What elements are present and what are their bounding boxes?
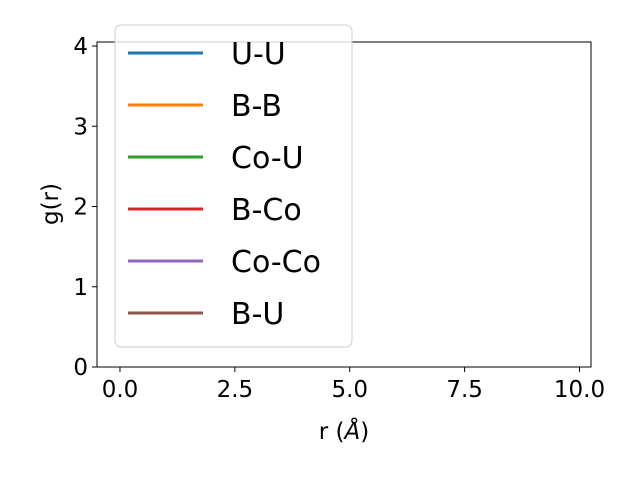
x-axis-unit: Å — [343, 417, 361, 445]
x-tick-label: 10.0 — [554, 377, 605, 403]
y-axis-label: g(r) — [38, 183, 64, 225]
x-tick-label: 2.5 — [217, 377, 254, 403]
legend-label-u-u: U-U — [231, 37, 286, 72]
x-tick-label: 5.0 — [331, 377, 368, 403]
x-tick-label: 0.0 — [102, 377, 139, 403]
legend-label-b-co: B-Co — [231, 193, 302, 228]
y-tick-label: 3 — [73, 114, 88, 140]
legend: U-U B-B Co-U B-Co Co-Co B-U — [114, 24, 353, 348]
y-tick-label: 4 — [73, 34, 88, 60]
y-tick-label: 0 — [73, 355, 88, 381]
legend-label-co-u: Co-U — [231, 141, 304, 176]
y-tick-label: 2 — [73, 195, 88, 221]
y-tick-label: 1 — [73, 275, 88, 301]
y-axis: 0 1 2 3 4 — [73, 34, 97, 381]
x-tick-label: 7.5 — [446, 377, 483, 403]
legend-label-b-b: B-B — [231, 89, 282, 124]
legend-label-co-co: Co-Co — [231, 245, 321, 280]
x-axis-label: r (Å) — [319, 417, 369, 445]
legend-label-b-u: B-U — [231, 297, 284, 332]
x-axis: 0.0 2.5 5.0 7.5 10.0 — [102, 367, 605, 403]
